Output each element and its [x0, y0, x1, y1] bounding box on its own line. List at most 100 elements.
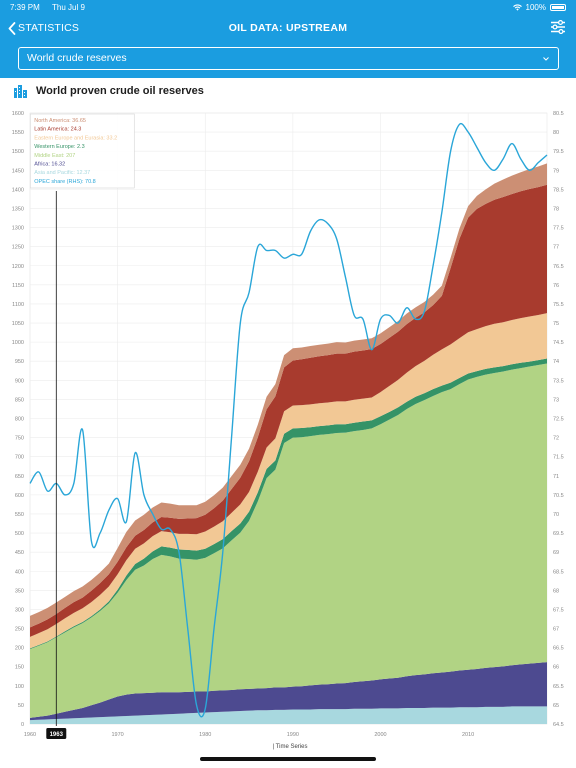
sliders-icon[interactable] — [550, 20, 566, 34]
y2-tick-label: 66.5 — [553, 646, 564, 652]
y2-tick-label: 75 — [553, 321, 559, 327]
tooltip-row: Eastern Europe and Eurasia: 33.2 — [34, 135, 117, 141]
y2-tick-label: 79 — [553, 168, 559, 174]
y2-tick-label: 65.5 — [553, 684, 564, 690]
y2-tick-label: 77 — [553, 245, 559, 251]
y2-tick-label: 80.5 — [553, 111, 564, 117]
chart-header: World proven crude oil reserves — [14, 83, 204, 99]
tooltip-row: Middle East: 207 — [34, 153, 75, 159]
y-tick-label: 1450 — [12, 168, 24, 174]
tooltip-row: Latin America: 24.3 — [34, 127, 81, 133]
x-tick-label: 1990 — [287, 732, 299, 738]
y-tick-label: 1250 — [12, 245, 24, 251]
area-asia-pacific — [30, 706, 547, 724]
y-tick-label: 150 — [15, 665, 24, 671]
y2-tick-label: 69.5 — [553, 531, 564, 537]
tooltip-row: North America: 36.65 — [34, 118, 86, 124]
y2-tick-label: 78 — [553, 206, 559, 212]
y2-tick-label: 76 — [553, 283, 559, 289]
area-africa — [30, 662, 547, 721]
y2-tick-label: 80 — [553, 130, 559, 136]
y-tick-label: 1150 — [12, 283, 24, 289]
axes: 0 50 100 150 200 250 300 350 400 450 500 550 600 650 7… — [12, 111, 564, 738]
x-tick-label: 1960 — [24, 732, 36, 738]
x-tick-label: 1980 — [199, 732, 211, 738]
x-axis-label: | Time Series — [273, 744, 308, 750]
top-bar: 7:39 PM Thu Jul 9 100% STATISTICS OIL DA… — [0, 0, 576, 78]
y-tick-label: 450 — [15, 550, 24, 556]
y2-tick-label: 69 — [553, 550, 559, 556]
status-right: 100% — [512, 3, 566, 12]
y-tick-label: 50 — [18, 703, 24, 709]
chevron-left-icon — [8, 21, 16, 35]
y-tick-label: 550 — [15, 512, 24, 518]
y2-tick-label: 72.5 — [553, 417, 564, 423]
y2-tick-label: 74 — [553, 359, 559, 365]
battery-icon — [550, 4, 566, 11]
tooltip-box — [29, 113, 135, 189]
y2-tick-label: 79.5 — [553, 149, 564, 155]
y2-tick-label: 70.5 — [553, 493, 564, 499]
y-tick-label: 100 — [15, 684, 24, 690]
y-tick-label: 200 — [15, 646, 24, 652]
y2-tick-label: 64.5 — [553, 722, 564, 728]
crosshair-label-box — [46, 728, 67, 739]
reserves-chart[interactable]: 0 50 100 150 200 250 300 350 400 450 500 550 600 650 7… — [0, 104, 576, 758]
y2-tick-label: 65 — [553, 703, 559, 709]
home-indicator — [200, 757, 376, 761]
area-series — [30, 163, 547, 724]
battery-percent: 100% — [525, 3, 546, 12]
y-tick-label: 1100 — [12, 302, 24, 308]
chart-title: World proven crude oil reserves — [36, 85, 204, 97]
area-eastern-europe-eurasia — [30, 313, 547, 649]
area-north-america — [30, 163, 547, 628]
x-tick-label: 2000 — [374, 732, 386, 738]
y-tick-label: 800 — [15, 417, 24, 423]
y2-tick-label: 74.5 — [553, 340, 564, 346]
y-tick-label: 300 — [15, 607, 24, 613]
y-tick-label: 1600 — [12, 111, 24, 117]
dataset-select[interactable]: World crude reserves — [18, 47, 559, 70]
area-latin-america — [30, 184, 547, 637]
x-tick-label: 1970 — [112, 732, 124, 738]
y-tick-label: 1050 — [12, 321, 24, 327]
status-time: 7:39 PM — [10, 3, 40, 12]
y2-tick-label: 66 — [553, 665, 559, 671]
y-tick-label: 400 — [15, 569, 24, 575]
y-tick-label: 250 — [15, 627, 24, 633]
y-tick-label: 1000 — [12, 340, 24, 346]
y2-tick-label: 78.5 — [553, 187, 564, 193]
y-tick-label: 600 — [15, 493, 24, 499]
tooltip-row: Asia and Pacific: 12.37 — [34, 170, 90, 176]
y-tick-label: 900 — [15, 378, 24, 384]
y2-tick-label: 73.5 — [553, 378, 564, 384]
y-tick-label: 1200 — [12, 264, 24, 270]
y2-tick-label: 67.5 — [553, 607, 564, 613]
y2-tick-label: 67 — [553, 627, 559, 633]
y-tick-label: 1550 — [12, 130, 24, 136]
y2-tick-label: 76.5 — [553, 264, 564, 270]
wifi-icon — [512, 4, 522, 11]
y-tick-label: 700 — [15, 455, 24, 461]
opec-share-line — [29, 123, 548, 718]
y-tick-label: 1350 — [12, 206, 24, 212]
status-date: Thu Jul 9 — [52, 3, 85, 12]
y-tick-label: 850 — [15, 397, 24, 403]
tooltip-row: Africa: 16.32 — [34, 162, 65, 168]
page-title: OIL DATA: UPSTREAM — [228, 22, 348, 34]
back-button[interactable]: STATISTICS — [8, 20, 79, 36]
y-tick-label: 950 — [15, 359, 24, 365]
y2-tick-label: 77.5 — [553, 226, 564, 232]
y2-tick-label: 70 — [553, 512, 559, 518]
status-bar: 7:39 PM Thu Jul 9 100% — [10, 3, 566, 15]
y2-tick-label: 72 — [553, 436, 559, 442]
crosshair-label: 1963 — [50, 732, 64, 738]
y2-tick-label: 73 — [553, 397, 559, 403]
y-tick-label: 750 — [15, 436, 24, 442]
oil-reserves-icon — [14, 84, 27, 98]
y-tick-label: 0 — [21, 722, 24, 728]
y-tick-label: 350 — [15, 588, 24, 594]
y2-tick-label: 68 — [553, 588, 559, 594]
area-middle-east — [30, 363, 547, 718]
chevron-down-icon — [543, 57, 549, 61]
